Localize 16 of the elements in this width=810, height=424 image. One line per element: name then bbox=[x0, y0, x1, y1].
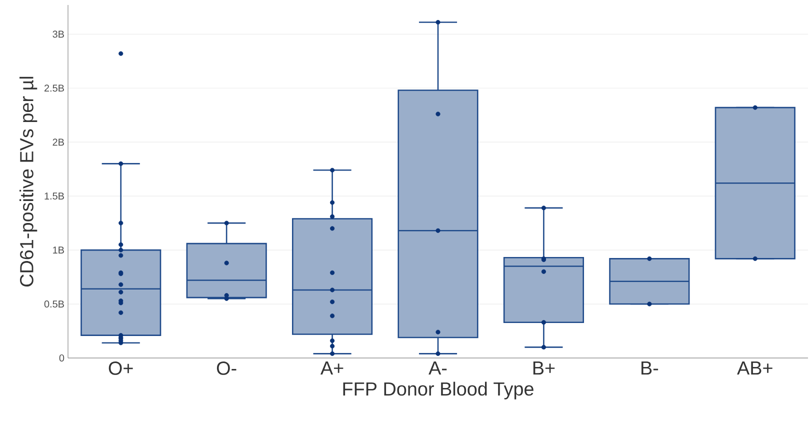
y-tick-label: 0.5B bbox=[44, 300, 64, 308]
x-tick-label: B+ bbox=[533, 362, 555, 375]
x-tick-label: O- bbox=[216, 362, 236, 375]
x-tick-label: O+ bbox=[108, 362, 133, 375]
x-tick-label: A- bbox=[428, 362, 447, 375]
x-axis-title: FFP Donor Blood Type bbox=[343, 382, 534, 400]
y-tick-label: 0 bbox=[59, 354, 64, 362]
y-axis-title: CD61-positive EVs per µl bbox=[20, 76, 38, 286]
y-tick-label: 3B bbox=[52, 30, 64, 38]
y-tick-label: 2B bbox=[52, 138, 64, 146]
x-tick-label: A+ bbox=[320, 362, 344, 375]
y-tick-label: 1B bbox=[53, 246, 64, 254]
x-tick-label: AB+ bbox=[737, 362, 772, 375]
y-tick-label: 2.5B bbox=[44, 84, 64, 92]
y-tick-label: 1.5B bbox=[44, 192, 64, 200]
x-tick-label: B- bbox=[642, 362, 658, 375]
